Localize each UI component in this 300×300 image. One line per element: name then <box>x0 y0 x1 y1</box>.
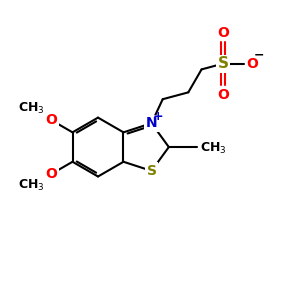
Text: O: O <box>217 26 229 40</box>
Text: O: O <box>46 167 58 181</box>
Text: O: O <box>246 57 258 71</box>
Text: +: + <box>153 110 164 123</box>
Text: O: O <box>217 88 229 102</box>
Text: O: O <box>46 113 58 127</box>
Text: S: S <box>146 164 157 178</box>
Text: N: N <box>146 116 157 130</box>
Text: CH$_3$: CH$_3$ <box>18 178 44 193</box>
Text: CH$_3$: CH$_3$ <box>18 101 44 116</box>
Text: CH$_3$: CH$_3$ <box>200 141 227 156</box>
Text: S: S <box>218 56 228 71</box>
Text: −: − <box>254 49 264 62</box>
